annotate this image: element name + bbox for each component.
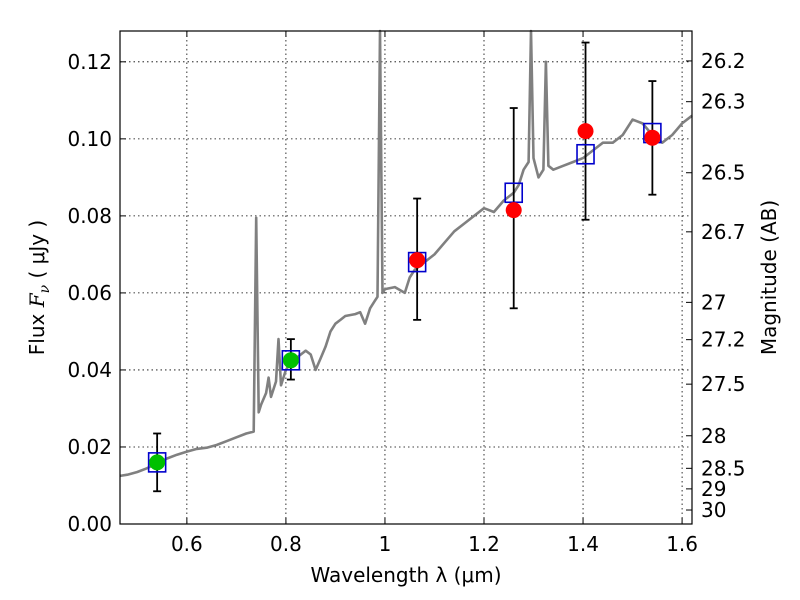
spectrum-layer bbox=[119, 29, 693, 478]
right-tick-label: 26.7 bbox=[701, 220, 746, 244]
marker-layer bbox=[147, 122, 662, 473]
x-tick-label: 1 bbox=[379, 532, 392, 556]
right-tick-label: 27.5 bbox=[701, 372, 746, 396]
observed-point bbox=[505, 202, 522, 219]
errorbar-layer bbox=[153, 41, 657, 493]
x-tick-label: 1.6 bbox=[666, 532, 698, 556]
right-tick-label: 29 bbox=[701, 477, 726, 501]
observed-point bbox=[409, 252, 426, 269]
y-tick-label: 0.12 bbox=[67, 50, 112, 74]
y-tick-label: 0.06 bbox=[67, 281, 112, 305]
y-axis-label-symbol: F bbox=[25, 292, 49, 308]
observed-point bbox=[577, 123, 594, 140]
x-tick-label: 0.6 bbox=[171, 532, 203, 556]
y-axis-label-suffix: ( μJy ) bbox=[25, 220, 49, 285]
y-axis-label-prefix: Flux bbox=[25, 307, 49, 355]
right-axis-label: Magnitude (AB) bbox=[757, 200, 781, 355]
right-tick-label: 26.5 bbox=[701, 161, 746, 185]
plot-frame bbox=[119, 30, 693, 525]
y-axis-label: Flux Fν ( μJy ) bbox=[25, 220, 53, 355]
y-axis-label-subscript: ν bbox=[37, 284, 53, 293]
right-tick-label: 27 bbox=[701, 290, 726, 314]
right-tick-label: 27.2 bbox=[701, 328, 746, 352]
model-square-marker bbox=[281, 350, 301, 371]
y-tick-label: 0.10 bbox=[67, 127, 112, 151]
x-tick-label: 0.8 bbox=[270, 532, 302, 556]
right-tick-label: 30 bbox=[701, 498, 726, 522]
grid-lines bbox=[120, 31, 692, 524]
y-tick-label: 0.08 bbox=[67, 204, 112, 228]
right-tick-label: 28 bbox=[701, 424, 726, 448]
y-tick-label: 0.00 bbox=[67, 512, 112, 536]
right-tick-label: 26.2 bbox=[701, 49, 746, 73]
observed-point bbox=[149, 454, 166, 471]
y-tick-label: 0.04 bbox=[67, 358, 112, 382]
x-axis-label: Wavelength λ (μm) bbox=[310, 563, 501, 587]
observed-point bbox=[282, 352, 299, 369]
axis-ticks: 0.6 0.8 1 1.2 1.4 1.6 0.00 0.02 0.04 0.06 0.08 0.10… bbox=[67, 31, 746, 556]
observed-point bbox=[644, 129, 661, 146]
x-tick-label: 1.4 bbox=[567, 532, 599, 556]
right-tick-label: 26.3 bbox=[701, 90, 746, 114]
model-square-marker bbox=[576, 143, 595, 165]
spectrum-line bbox=[119, 29, 693, 478]
y-tick-label: 0.02 bbox=[67, 435, 112, 459]
right-tick-label: 28.5 bbox=[701, 456, 746, 480]
model-square-marker bbox=[147, 452, 167, 473]
x-tick-label: 1.2 bbox=[468, 532, 500, 556]
